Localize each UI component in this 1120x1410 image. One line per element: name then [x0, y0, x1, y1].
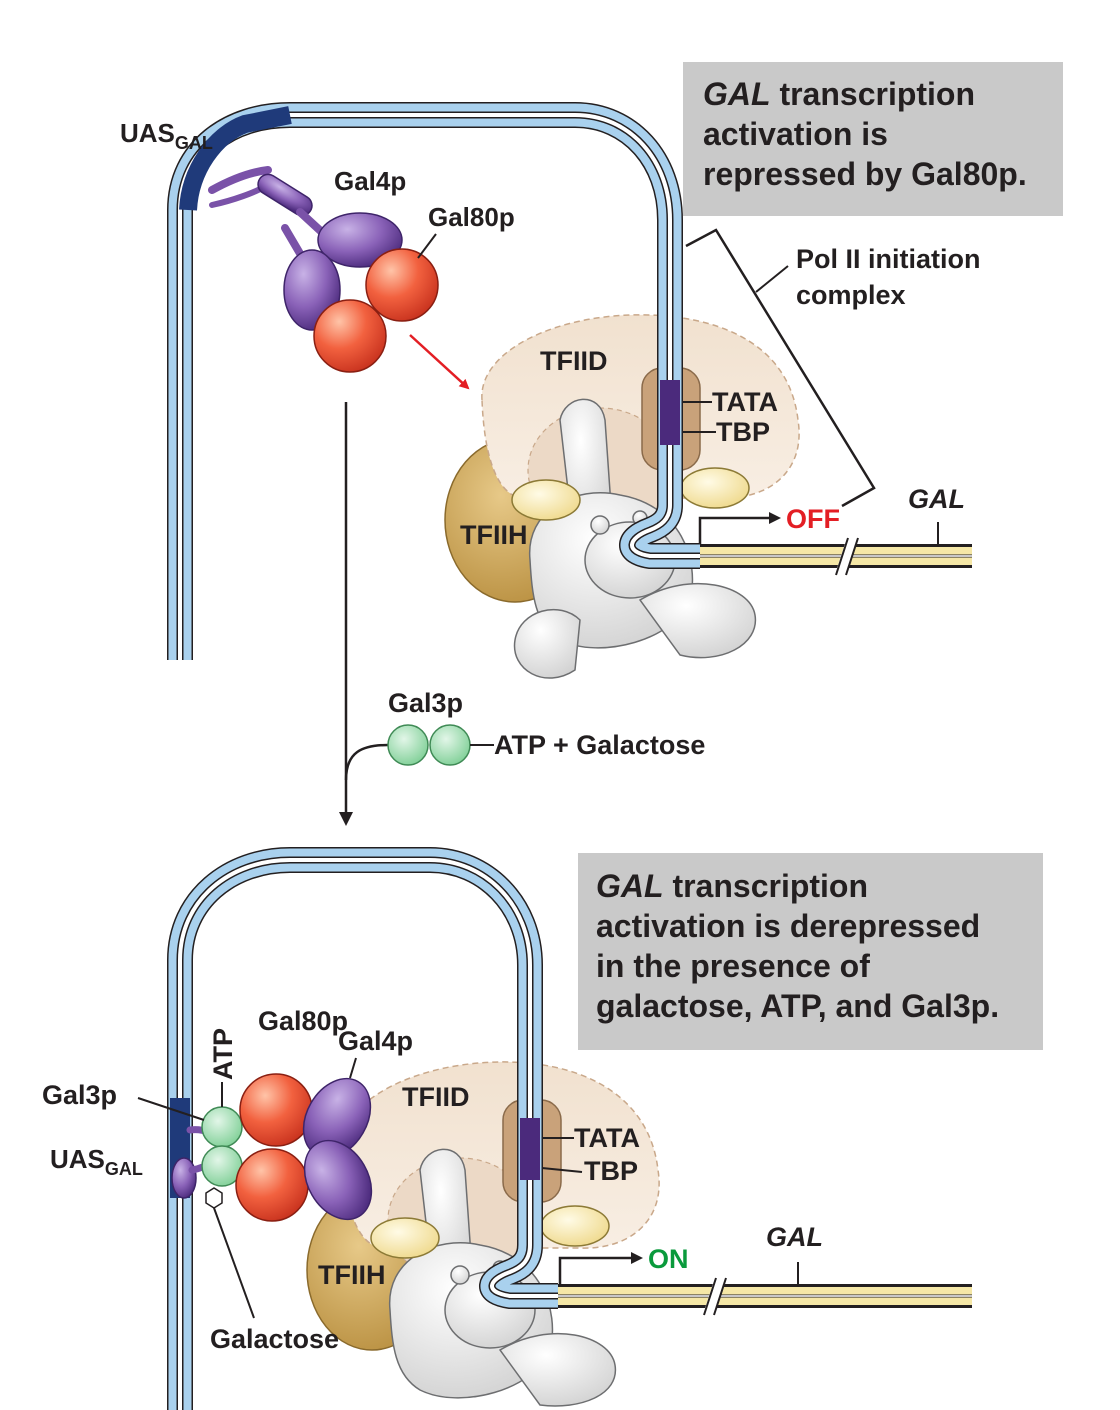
- tfiif-right-top: [680, 467, 750, 509]
- tss-arrow-top: [698, 512, 781, 544]
- pol2-label-line-2: complex: [796, 280, 906, 310]
- gal80p-bottom-a: [239, 1073, 313, 1147]
- gal3p-transition-b: [429, 724, 471, 766]
- top-note-line-1: GAL transcription: [703, 76, 975, 112]
- tfiif-left-top: [511, 479, 581, 521]
- tbp-label-top: TBP: [716, 417, 770, 447]
- gal4p-dbd-bottom: [171, 1157, 197, 1199]
- bottom-note-line-3: in the presence of: [596, 948, 870, 984]
- gal4p-bottom-b: [303, 1139, 373, 1221]
- tata-label-top: TATA: [712, 387, 778, 417]
- galactose-label-bottom: Galactose: [210, 1324, 339, 1354]
- gal80p-label-bottom: Gal80p: [258, 1006, 348, 1036]
- top-panel: GAL transcription activation is represse…: [120, 62, 1063, 679]
- top-note-box: [683, 62, 1063, 216]
- gal3p-bottom-a: [201, 1106, 243, 1148]
- bottom-note-line-1: GAL transcription: [596, 868, 868, 904]
- gal80p-top-b: [313, 299, 387, 373]
- gal3p-transition-a: [387, 724, 429, 766]
- gal80p-top-a: [365, 248, 439, 322]
- uas-label-top: UASGAL: [120, 118, 213, 153]
- pol-ii-top: [513, 398, 757, 679]
- gal-gene-label-top: GAL: [908, 484, 965, 514]
- tfiid-label-top: TFIID: [540, 346, 608, 376]
- tata-label-bottom: TATA: [574, 1123, 640, 1153]
- bottom-note-line-4: galactose, ATP, and Gal3p.: [596, 988, 999, 1024]
- gal3p-label-bottom: Gal3p: [42, 1080, 117, 1110]
- top-note-line-2: activation is: [703, 116, 888, 152]
- gal-gene-bottom: [558, 1276, 972, 1317]
- gal-gene-top: [700, 536, 972, 577]
- gal-gene-label-bottom: GAL: [766, 1222, 823, 1252]
- bottom-note-line-2: activation is derepressed: [596, 908, 980, 944]
- red-arrow-top: [409, 334, 470, 390]
- tfiif-left-bottom: [370, 1217, 440, 1259]
- top-note-line-3: repressed by Gal80p.: [703, 156, 1027, 192]
- tbp-label-bottom: TBP: [584, 1156, 638, 1186]
- pol2-label-line-1: Pol II initiation: [796, 244, 981, 274]
- tfiih-label-bottom: TFIIH: [318, 1260, 386, 1290]
- transition: Gal3p ATP + Galactose: [339, 402, 705, 826]
- gal4p-label-top: Gal4p: [334, 166, 406, 196]
- uas-segment-top: [179, 106, 292, 211]
- tfiif-right-bottom: [540, 1205, 610, 1247]
- gal3p-label-transition: Gal3p: [388, 688, 463, 718]
- tss-arrow-bottom: [558, 1252, 643, 1284]
- state-on: ON: [648, 1244, 689, 1274]
- gal80p-label-top: Gal80p: [428, 202, 515, 232]
- gal4-gal80-complex-top: [208, 166, 439, 373]
- tfiid-label-bottom: TFIID: [402, 1082, 470, 1112]
- gal80p-bottom-b: [235, 1148, 309, 1222]
- atp-label-bottom: ATP: [208, 1028, 238, 1080]
- reagents-label: ATP + Galactose: [494, 730, 705, 760]
- tfiih-label-top: TFIIH: [460, 520, 528, 550]
- gal3-gal80-gal4-complex: [171, 1073, 373, 1222]
- bottom-note-box: [578, 853, 1043, 1050]
- galactose-hexagon: [205, 1187, 223, 1209]
- bottom-panel: GAL transcription activation is derepres…: [42, 847, 1043, 1410]
- uas-label-bottom: UASGAL: [50, 1144, 143, 1179]
- state-off: OFF: [786, 504, 840, 534]
- pol2-bracket: [685, 228, 876, 508]
- gal4p-label-bottom: Gal4p: [338, 1026, 413, 1056]
- gal4p-top-a: [317, 212, 403, 268]
